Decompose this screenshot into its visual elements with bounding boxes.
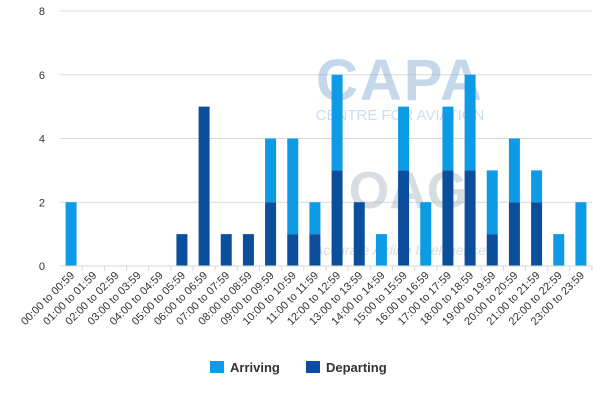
legend-swatch-departing <box>306 361 320 373</box>
legend-swatch-arriving <box>210 361 224 373</box>
bar-departing <box>287 234 299 266</box>
bar-arriving <box>398 106 410 171</box>
bar-departing <box>353 202 365 266</box>
y-tick-label: 4 <box>39 134 45 146</box>
y-axis-ticks: 0 2 4 6 8 <box>39 6 45 273</box>
bar-arriving <box>575 202 587 266</box>
bar-departing <box>331 170 343 266</box>
bar-departing <box>508 202 520 266</box>
bar-departing <box>398 170 410 266</box>
capa-watermark-title: CAPA <box>316 48 484 113</box>
bars <box>65 74 587 266</box>
bar-departing <box>176 234 188 266</box>
bar-arriving <box>531 170 543 203</box>
bar-arriving <box>65 202 77 266</box>
bar-arriving <box>287 138 299 235</box>
bar-arriving <box>508 138 520 203</box>
bar-arriving <box>486 170 498 235</box>
y-tick-label: 0 <box>39 261 45 273</box>
legend: Arriving Departing <box>210 360 387 375</box>
bar-arriving <box>265 138 277 203</box>
y-tick-label: 2 <box>39 197 45 209</box>
legend-label-arriving: Arriving <box>230 360 280 375</box>
y-tick-label: 6 <box>39 70 45 82</box>
legend-label-departing: Departing <box>326 360 387 375</box>
bar-departing <box>198 106 210 266</box>
bar-departing <box>486 234 498 266</box>
y-tick-label: 8 <box>39 6 45 18</box>
bar-arriving <box>442 106 454 171</box>
bar-arriving <box>553 234 565 266</box>
bar-arriving <box>420 202 432 266</box>
bar-departing <box>442 170 454 266</box>
bar-departing <box>531 202 543 266</box>
bar-arriving <box>375 234 387 266</box>
bar-departing <box>220 234 232 266</box>
bar-departing <box>242 234 254 266</box>
bar-departing <box>464 170 476 266</box>
bar-departing <box>309 234 321 266</box>
bar-arriving <box>309 202 321 235</box>
bar-departing <box>265 202 277 266</box>
bar-arriving <box>331 74 343 171</box>
bar-arriving <box>464 74 476 171</box>
